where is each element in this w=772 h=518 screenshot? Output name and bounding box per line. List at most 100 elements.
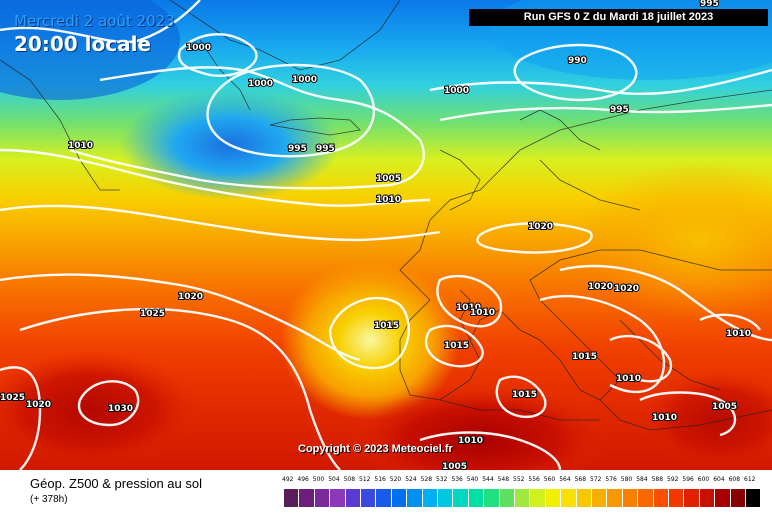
scale-label: 608 (728, 476, 741, 483)
scale-label: 544 (482, 476, 494, 483)
scale-label: 584 (636, 476, 648, 483)
scale-swatch (376, 489, 391, 507)
scale-swatch (715, 489, 730, 507)
scale-label: 576 (605, 476, 617, 483)
isobar-label: 1010 (470, 308, 495, 318)
scale-swatch (545, 489, 561, 507)
forecast-date: Mercredi 2 août 2023 (14, 12, 175, 30)
isobar-label: 1000 (248, 79, 273, 89)
scale-swatch (607, 489, 622, 507)
model-run-label: Run GFS 0 Z du Mardi 18 juillet 2023 (469, 9, 768, 26)
isobar-label: 1010 (68, 141, 93, 151)
scale-label: 524 (405, 476, 417, 483)
scale-swatch (653, 489, 668, 507)
scale-swatch (746, 489, 761, 507)
isobar-label: 1015 (444, 341, 469, 351)
isobar-label: 1020 (528, 222, 553, 232)
scale-swatch (622, 489, 638, 507)
isobar-label: 995 (316, 144, 335, 154)
scale-swatch (484, 489, 499, 507)
scale-swatch (699, 489, 715, 507)
isobar-label: 1010 (726, 329, 751, 339)
scale-swatch (453, 489, 468, 507)
weather-map: 1000 1000 1000 1000 1010 995 995 995 990… (0, 0, 772, 470)
scale-swatch (499, 489, 514, 507)
scale-swatch (684, 489, 699, 507)
scale-label: 604 (713, 476, 725, 483)
scale-swatch (345, 489, 360, 507)
isobar-label: 990 (568, 56, 587, 66)
scale-swatch (438, 489, 453, 507)
scale-swatch (669, 489, 684, 507)
isobar-label: 1020 (178, 292, 203, 302)
scale-swatch (407, 489, 422, 507)
scale-label: 600 (697, 476, 710, 483)
scale-swatch (515, 489, 530, 507)
scale-label: 536 (451, 476, 463, 483)
isobar-label: 1010 (456, 303, 481, 313)
isobar-label: 1020 (614, 284, 639, 294)
isobar-label: 1010 (458, 436, 483, 446)
scale-swatch (561, 489, 576, 507)
scale-label: 516 (374, 476, 386, 483)
scale-label: 592 (667, 476, 679, 483)
isobar-label: 1005 (442, 462, 467, 470)
isobar-label: 1000 (444, 86, 469, 96)
scale-label: 596 (682, 476, 694, 483)
scale-swatch (530, 489, 545, 507)
isobar-label: 995 (288, 144, 307, 154)
scale-label: 532 (436, 476, 448, 483)
scale-label: 500 (312, 476, 325, 483)
scale-swatch (391, 489, 407, 507)
scale-label: 560 (543, 476, 556, 483)
scale-label: 496 (297, 476, 309, 483)
isobar-label: 1010 (616, 374, 641, 384)
scale-label: 612 (744, 476, 756, 483)
scale-label: 556 (528, 476, 540, 483)
isobar-label: 1025 (0, 393, 25, 403)
legend-footer: Géop. Z500 & pression au sol (+ 378h) 49… (0, 470, 772, 518)
scale-label: 588 (651, 476, 664, 483)
isobar-label: 1030 (108, 404, 133, 414)
color-scale: 492 496 500 504 508 512 516 520 524 528 532 536 540 5… (282, 476, 761, 514)
forecast-time: 20:00 locale (14, 32, 151, 56)
map-title: Géop. Z500 & pression au sol (30, 476, 202, 491)
scale-swatch (592, 489, 607, 507)
copyright-notice: Copyright © 2023 Meteociel.fr (298, 443, 453, 455)
isobar-label: 1010 (652, 413, 677, 423)
scale-swatch (284, 489, 299, 507)
scale-label: 540 (466, 476, 479, 483)
isobar-label: 1015 (572, 352, 597, 362)
scale-label: 580 (620, 476, 633, 483)
isobar-label: 995 (610, 105, 629, 115)
scale-swatch (361, 489, 376, 507)
scale-label: 508 (343, 476, 356, 483)
scale-label: 492 (282, 476, 294, 483)
scale-swatch (314, 489, 330, 507)
isobar-label: 1015 (512, 390, 537, 400)
isobar-label: 1015 (374, 321, 399, 331)
scale-label: 528 (420, 476, 433, 483)
isobar-label: 1000 (292, 75, 317, 85)
scale-label: 564 (559, 476, 571, 483)
scale-label: 512 (359, 476, 371, 483)
isobar-label: 1020 (26, 400, 51, 410)
scale-swatch (638, 489, 653, 507)
isobar-label: 1005 (712, 402, 737, 412)
isobar-label: 1020 (588, 282, 613, 292)
scale-label: 520 (389, 476, 402, 483)
isobar-label: 1000 (186, 43, 211, 53)
scale-swatch (422, 489, 437, 507)
scale-label: 568 (574, 476, 587, 483)
isobar-label: 1010 (376, 195, 401, 205)
isobar-label: 995 (700, 0, 719, 9)
scale-swatch (299, 489, 314, 507)
scale-label: 504 (328, 476, 340, 483)
scale-label: 548 (497, 476, 510, 483)
scale-label: 572 (590, 476, 602, 483)
scale-swatch (576, 489, 591, 507)
isobar-label: 1025 (140, 309, 165, 319)
scale-swatch (468, 489, 484, 507)
scale-swatch (330, 489, 345, 507)
scale-label: 552 (513, 476, 525, 483)
